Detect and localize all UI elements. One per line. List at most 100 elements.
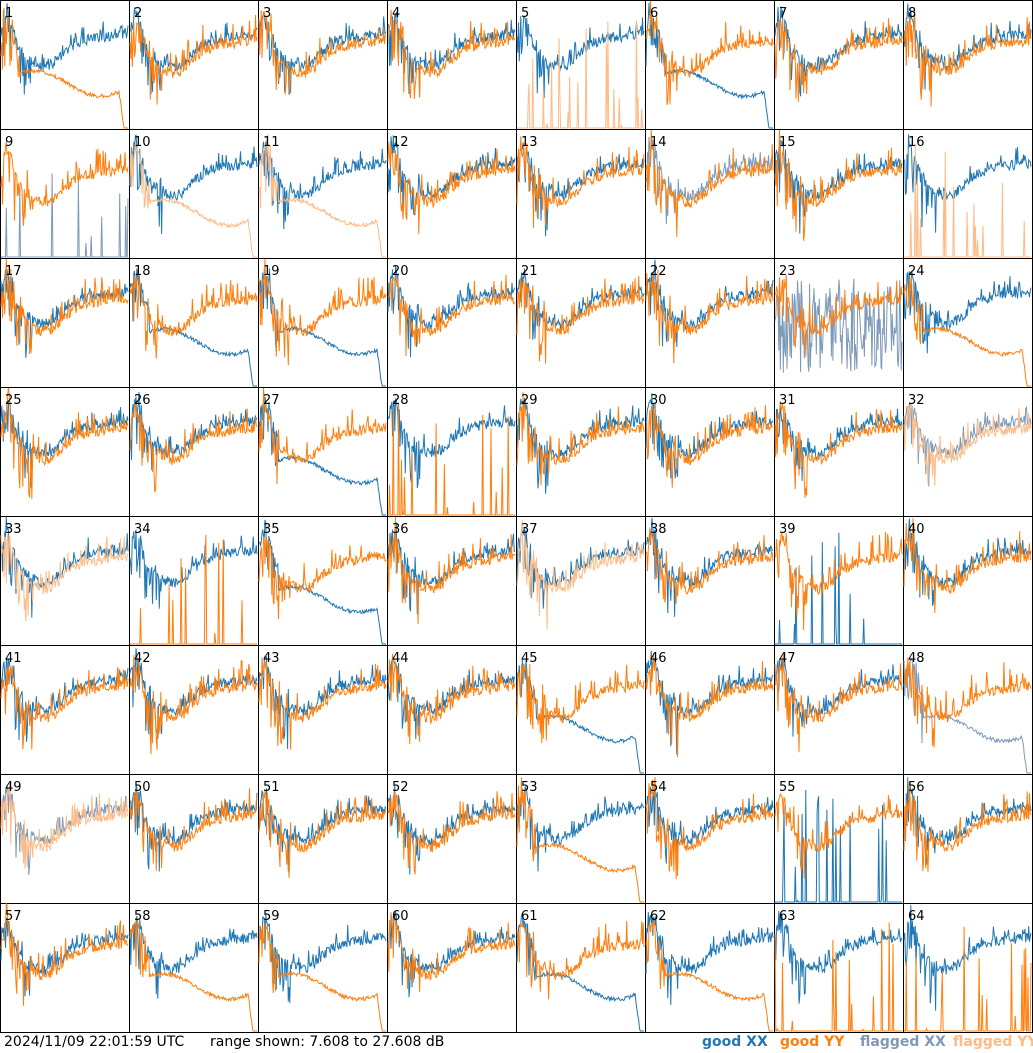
tile-41: 41 — [0, 645, 130, 775]
tile-31: 31 — [774, 387, 904, 517]
series-xx — [903, 3, 1032, 95]
series-yy — [129, 788, 258, 871]
series-xx — [645, 911, 774, 1006]
series-yy — [516, 136, 645, 228]
series-yy — [903, 782, 1032, 872]
tile-frame — [258, 387, 388, 517]
timestamp: 2024/11/09 22:01:59 UTC — [4, 1034, 185, 1050]
series-yy — [388, 403, 515, 516]
tile-5: 5 — [516, 0, 646, 130]
series-yy — [258, 387, 387, 484]
series-yy — [387, 653, 516, 745]
tile-label: 49 — [5, 780, 22, 795]
tile-label: 38 — [650, 522, 667, 537]
tile-label: 43 — [263, 651, 280, 666]
series-xx — [903, 657, 1031, 774]
tile-label: 57 — [5, 909, 22, 924]
tile-label: 30 — [650, 393, 667, 408]
tile-label: 25 — [5, 393, 22, 408]
series-yy — [129, 403, 258, 493]
tile-51: 51 — [258, 774, 388, 904]
series-xx — [645, 650, 774, 755]
tile-label: 15 — [779, 135, 796, 150]
series-yy — [0, 902, 129, 1006]
series-yy — [129, 655, 258, 755]
series-xx — [0, 399, 129, 488]
tile-label: 26 — [134, 393, 151, 408]
tile-label: 54 — [650, 780, 667, 795]
series-xx — [258, 519, 386, 645]
series-yy — [0, 258, 129, 355]
series-xx — [0, 782, 129, 876]
tile-45: 45 — [516, 645, 646, 775]
tile-label: 39 — [779, 522, 796, 537]
tile-label: 44 — [392, 651, 409, 666]
series-xx — [129, 268, 257, 387]
tile-frame — [516, 903, 646, 1033]
tile-label: 34 — [134, 522, 151, 537]
series-yy — [904, 926, 1032, 1032]
tile-frame — [903, 516, 1033, 646]
series-xx — [516, 143, 645, 237]
tile-60: 60 — [387, 903, 517, 1033]
tile-label: 47 — [779, 651, 796, 666]
tile-label: 52 — [392, 780, 409, 795]
tile-55: 55 — [774, 774, 904, 904]
tile-label: 11 — [263, 135, 280, 150]
legend-good-yy: good YY — [780, 1034, 844, 1050]
tile-28: 28 — [387, 387, 517, 517]
tile-58: 58 — [129, 903, 259, 1033]
tile-23: 23 — [774, 258, 904, 388]
tile-56: 56 — [903, 774, 1033, 904]
tile-label: 6 — [650, 6, 658, 21]
tile-34: 34 — [129, 516, 259, 646]
tile-11: 11 — [258, 129, 388, 259]
series-xx — [129, 7, 258, 95]
series-xx — [774, 910, 903, 1004]
series-yy — [904, 143, 1031, 258]
series-xx — [129, 916, 258, 999]
series-yy — [774, 129, 903, 241]
tile-32: 32 — [903, 387, 1033, 517]
tile-frame — [516, 0, 646, 130]
tile-48: 48 — [903, 645, 1033, 775]
tile-frame — [516, 258, 646, 388]
tile-53: 53 — [516, 774, 646, 904]
series-yy — [0, 141, 129, 226]
tile-frame — [645, 129, 775, 259]
tile-35: 35 — [258, 516, 388, 646]
tile-21: 21 — [516, 258, 646, 388]
tile-label: 17 — [5, 264, 22, 279]
tile-label: 13 — [521, 135, 538, 150]
tile-label: 58 — [134, 909, 151, 924]
legend-good-xx: good XX — [702, 1034, 768, 1050]
tile-label: 7 — [779, 6, 787, 21]
series-xx — [774, 401, 903, 481]
series-yy — [129, 276, 258, 359]
series-yy — [0, 784, 129, 870]
tile-64: 64 — [903, 903, 1033, 1033]
series-yy — [258, 790, 387, 878]
series-yy — [903, 9, 1032, 107]
tile-label: 19 — [263, 264, 280, 279]
series-yy — [774, 531, 903, 631]
series-yy — [645, 269, 774, 364]
tile-label: 36 — [392, 522, 409, 537]
series-yy — [516, 664, 645, 744]
tile-label: 53 — [521, 780, 538, 795]
tile-8: 8 — [903, 0, 1033, 130]
tile-label: 3 — [263, 6, 271, 21]
tile-46: 46 — [645, 645, 775, 775]
series-yy — [774, 18, 903, 102]
series-yy — [516, 275, 645, 364]
tile-frame — [258, 516, 388, 646]
series-yy — [645, 528, 774, 604]
series-yy — [516, 391, 645, 486]
tile-22: 22 — [645, 258, 775, 388]
series-xx — [903, 904, 1032, 1011]
tile-label: 64 — [908, 909, 925, 924]
tile-label: 27 — [263, 393, 280, 408]
series-yy — [258, 134, 386, 258]
tile-label: 16 — [908, 135, 925, 150]
tile-10: 10 — [129, 129, 259, 259]
